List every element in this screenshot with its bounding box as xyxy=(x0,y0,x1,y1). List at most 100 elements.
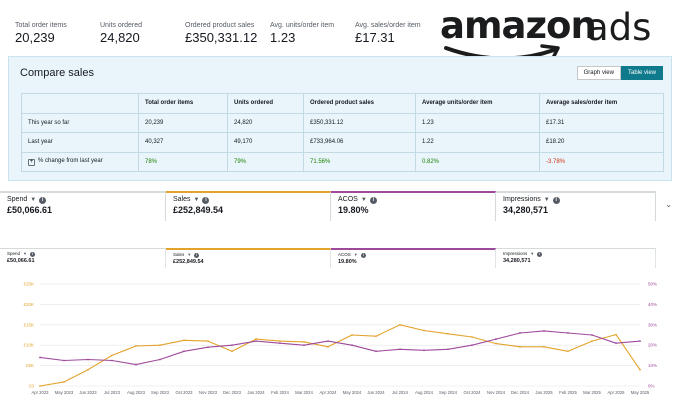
data-point-acos xyxy=(447,348,449,351)
chart-metric-acos[interactable]: ACOS ▼ i 19.80% xyxy=(331,248,496,268)
stat-label: Total order items xyxy=(15,22,67,29)
chevron-down-icon[interactable]: ▼ xyxy=(530,251,535,256)
y-tick-label-right: 50% xyxy=(648,282,657,287)
info-icon[interactable]: i xyxy=(202,197,210,204)
chevron-down-icon[interactable]: ▼ xyxy=(30,197,37,203)
stat-label: Avg. sales/order item xyxy=(355,22,421,29)
expand-icon[interactable]: + xyxy=(28,158,35,166)
data-point-acos xyxy=(135,363,137,366)
info-icon[interactable]: i xyxy=(360,253,366,258)
chart-metric-impressions[interactable]: Impressions ▼ i 34,280,571 xyxy=(496,248,656,268)
metric-value: £252,849.54 xyxy=(173,259,204,265)
x-tick-label: Jul 2023 xyxy=(104,390,121,395)
row-label: % change from last year xyxy=(38,157,103,164)
chevron-down-icon[interactable]: ▼ xyxy=(543,197,550,203)
metric-value: 34,280,571 xyxy=(503,205,549,215)
x-tick-label: Apr 2023 xyxy=(32,390,50,395)
metric-spend[interactable]: Spend ▼ i £50,066.61 xyxy=(0,191,166,221)
data-point-acos xyxy=(63,359,65,362)
data-point-acos xyxy=(183,350,185,353)
info-icon[interactable]: i xyxy=(552,197,560,204)
chevron-down-icon[interactable]: ▼ xyxy=(23,251,27,256)
y-tick-label-left: £20K xyxy=(23,302,34,307)
metric-value: 19.80% xyxy=(338,205,369,215)
graph-view-button[interactable]: Graph view xyxy=(576,66,621,80)
compare-sales-table: Total order items Units ordered Ordered … xyxy=(21,93,664,172)
stat-label: Units ordered xyxy=(100,22,143,29)
table-cell: 0.82% xyxy=(415,152,540,172)
data-point-acos xyxy=(543,330,545,332)
table-cell: £18.20 xyxy=(539,132,664,153)
table-cell: 71.56% xyxy=(303,152,416,172)
metric-sales[interactable]: Sales ▼ i £252,849.54 xyxy=(166,191,331,221)
table-cell: 79% xyxy=(227,152,304,172)
stat-label: Avg. units/order item xyxy=(270,22,335,29)
y-tick-label-left: £0 xyxy=(29,384,35,389)
y-tick-label-right: 30% xyxy=(648,322,657,327)
data-point-acos xyxy=(207,346,209,349)
x-tick-label: Aug 2023 xyxy=(127,390,146,395)
info-icon[interactable]: i xyxy=(369,197,377,204)
chevron-down-icon[interactable]: ▼ xyxy=(353,252,358,257)
data-point-sales xyxy=(423,329,425,332)
data-point-sales xyxy=(231,350,233,353)
data-point-sales xyxy=(591,340,593,343)
y-tick-label-left: £10K xyxy=(23,343,34,348)
data-point-sales xyxy=(111,354,113,357)
x-tick-label: Jan 2024 xyxy=(247,390,265,395)
x-tick-label: May 2025 xyxy=(631,390,650,395)
data-point-sales xyxy=(543,345,545,348)
x-tick-label: Dec 2024 xyxy=(511,390,530,395)
chevron-down-icon[interactable]: ▼ xyxy=(187,252,192,257)
x-tick-label: Apr 2025 xyxy=(608,390,626,395)
table-row: +% change from last year 78% 79% 71.56% … xyxy=(21,152,664,172)
y-tick-label-left: £25K xyxy=(23,282,34,287)
info-icon[interactable]: i xyxy=(29,252,35,257)
y-tick-label-left: £15K xyxy=(23,322,34,327)
data-point-sales xyxy=(207,340,209,343)
data-point-sales xyxy=(615,333,617,336)
metric-impressions[interactable]: Impressions ▼ i 34,280,571 xyxy=(496,191,656,221)
chart-metric-spend[interactable]: Spend ▼ i £50,066.61 xyxy=(0,248,166,268)
data-point-sales xyxy=(135,345,137,347)
table-cell: £350,331.12 xyxy=(303,113,416,133)
info-icon[interactable]: i xyxy=(537,252,543,257)
data-point-acos xyxy=(567,332,569,334)
data-point-acos xyxy=(471,344,473,347)
data-point-sales xyxy=(279,340,281,343)
x-tick-label: Nov 2023 xyxy=(199,390,218,395)
table-view-button[interactable]: Table view xyxy=(620,66,663,80)
data-point-acos xyxy=(327,340,329,343)
data-point-acos xyxy=(279,342,281,345)
data-point-sales xyxy=(351,334,353,336)
info-icon[interactable]: i xyxy=(194,253,200,258)
data-point-sales xyxy=(519,345,521,348)
collapse-chevron-icon[interactable]: ⌄ xyxy=(665,200,672,209)
view-toggle: Graph view Table view xyxy=(576,66,663,80)
x-tick-label: Nov 2024 xyxy=(487,390,506,395)
data-point-sales xyxy=(471,336,473,338)
stat-total-order-items: Total order items 20,239 xyxy=(15,22,67,45)
metric-value: £50,066.61 xyxy=(7,205,53,215)
chevron-down-icon[interactable]: ▼ xyxy=(193,197,200,203)
info-icon[interactable]: i xyxy=(39,197,47,204)
stat-units-ordered: Units ordered 24,820 xyxy=(100,22,142,45)
data-point-acos xyxy=(495,338,497,340)
table-cell: £17.31 xyxy=(539,113,664,133)
column-header: Units ordered xyxy=(227,93,304,114)
metric-acos[interactable]: ACOS ▼ i 19.80% xyxy=(331,191,496,221)
data-point-sales xyxy=(567,350,569,353)
metric-label: Impressions xyxy=(503,196,541,203)
chevron-down-icon[interactable]: ▼ xyxy=(360,197,367,203)
metric-label: Spend xyxy=(7,251,21,256)
x-tick-label: Mar 2024 xyxy=(295,390,313,395)
metric-label: Impressions xyxy=(503,251,528,256)
x-tick-label: Oct 2024 xyxy=(464,390,482,395)
x-tick-label: Aug 2024 xyxy=(415,390,434,395)
data-point-sales xyxy=(183,339,185,342)
chart-metric-sales[interactable]: Sales ▼ i £252,849.54 xyxy=(166,248,331,268)
stat-avg-sales: Avg. sales/order item £17.31 xyxy=(355,22,421,45)
data-point-acos xyxy=(591,334,593,336)
table-cell: -3.78% xyxy=(539,152,664,172)
data-point-acos xyxy=(111,359,113,362)
